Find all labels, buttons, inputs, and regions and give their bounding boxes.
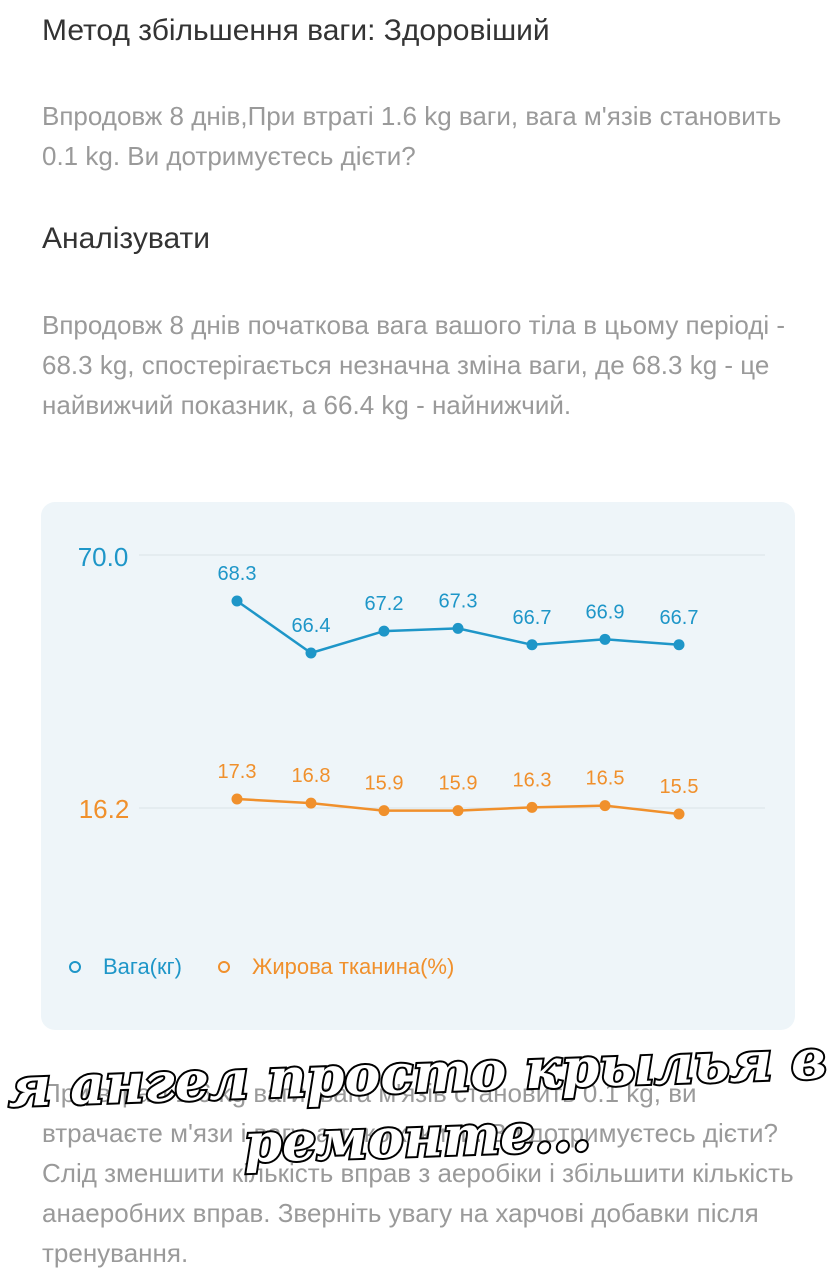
analysis-text: Впродовж 8 днів початкова вага вашого ті…	[42, 310, 786, 420]
data-point-s1-2[interactable]	[378, 805, 390, 817]
weight-chart-card: 70.0 16.2 68.3 66.4 67.2 67.3 66.7 66.9 66.7 17…	[41, 502, 795, 1030]
data-point-s0-0[interactable]	[231, 595, 243, 607]
data-point-s1-1[interactable]	[305, 797, 317, 809]
data-point-s1-5[interactable]	[599, 800, 611, 812]
legend-item-fat[interactable]: Жирова тканина(%)	[218, 954, 454, 980]
data-label-s1-3: 15.9	[439, 773, 478, 795]
data-point-s0-3[interactable]	[452, 622, 464, 634]
analysis-title: Аналізувати	[42, 222, 210, 255]
data-point-s0-2[interactable]	[378, 625, 390, 637]
data-label-s1-5: 16.5	[586, 768, 625, 790]
weight-legend-marker-icon	[69, 961, 81, 973]
data-label-s0-6: 66.7	[660, 607, 699, 629]
data-point-s0-6[interactable]	[673, 639, 685, 651]
data-label-s1-6: 15.5	[660, 776, 699, 798]
chart-legend: Вага(кг) Жирова тканина(%)	[69, 954, 490, 980]
data-label-s0-0: 68.3	[218, 563, 257, 585]
method-title: Метод збільшення ваги: Здоровіший	[42, 14, 550, 47]
data-label-s1-1: 16.8	[292, 765, 331, 787]
data-label-s0-3: 67.3	[439, 590, 478, 612]
data-label-s0-4: 66.7	[513, 607, 552, 629]
data-label-s0-2: 67.2	[365, 593, 404, 615]
summary-text: Впродовж 8 днів,При втраті 1.6 kg ваги, …	[42, 101, 782, 171]
data-point-s1-4[interactable]	[526, 801, 538, 813]
data-label-s0-5: 66.9	[586, 601, 625, 623]
data-point-s0-4[interactable]	[526, 639, 538, 651]
advice-text: При втраті 1.6 kg ваги, вага м'язів стан…	[42, 1078, 794, 1268]
data-point-s1-0[interactable]	[231, 793, 243, 805]
y-reference-label-weight: 70.0	[78, 542, 129, 572]
data-point-s1-6[interactable]	[673, 808, 685, 820]
data-label-s1-2: 15.9	[365, 773, 404, 795]
data-point-s0-1[interactable]	[305, 647, 317, 659]
data-point-s1-3[interactable]	[452, 805, 464, 817]
data-label-s1-0: 17.3	[218, 761, 257, 783]
data-label-s0-1: 66.4	[292, 615, 331, 637]
weight-fat-line-chart: 70.0 16.2 68.3 66.4 67.2 67.3 66.7 66.9 66.7 17…	[78, 542, 765, 824]
legend-item-weight[interactable]: Вага(кг)	[69, 954, 182, 980]
legend-label-fat: Жирова тканина(%)	[252, 954, 455, 979]
fat-legend-marker-icon	[218, 961, 230, 973]
data-label-s1-4: 16.3	[513, 769, 552, 791]
y-reference-label-fat: 16.2	[79, 794, 130, 824]
legend-label-weight: Вага(кг)	[103, 954, 182, 979]
data-point-s0-5[interactable]	[599, 633, 611, 645]
